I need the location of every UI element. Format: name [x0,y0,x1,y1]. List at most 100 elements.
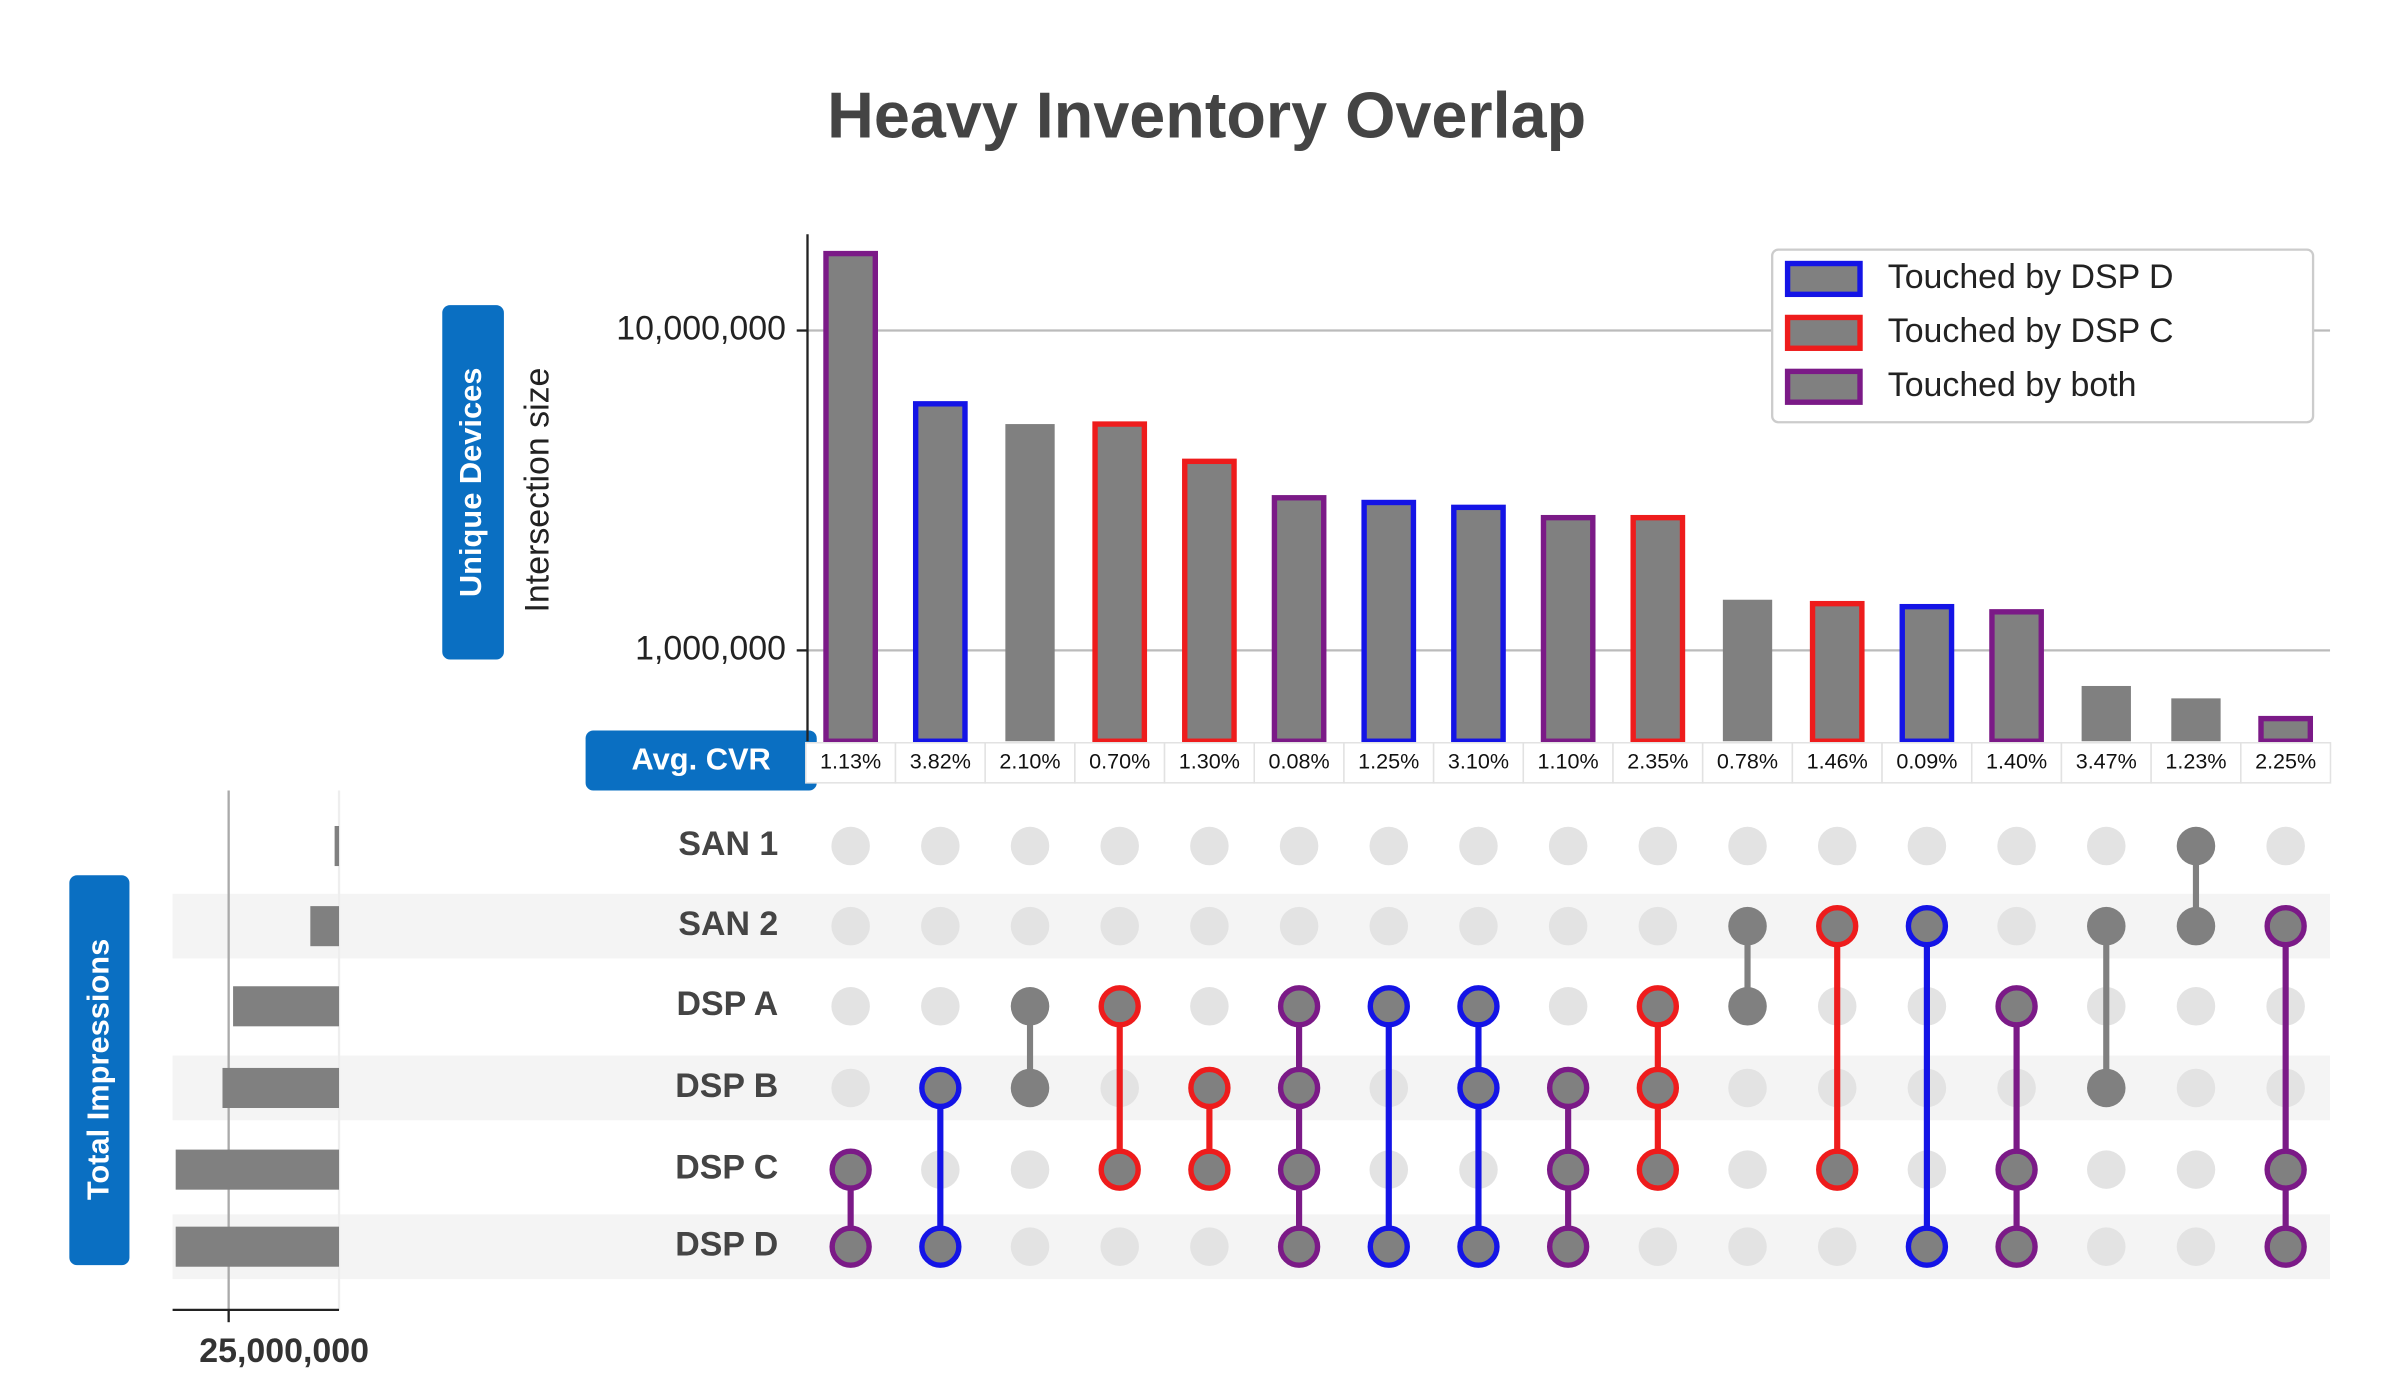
inactive-dot [1548,906,1588,946]
badge [69,875,130,1266]
row-stripe [172,893,2331,959]
bar [2171,698,2221,742]
cvr-cell [1970,742,2063,784]
set-size-bar [233,986,340,1027]
inactive-dot [1010,826,1050,866]
cvr-label: 2.10% [999,749,1060,774]
inactive-dot [2087,826,2126,866]
y-tick-label: 10,000,000 [616,309,786,347]
set-label: DSP C [675,1149,778,1187]
set-label: DSP D [675,1226,778,1264]
inactive-dot [1817,1227,1857,1266]
active-dot [1277,1148,1321,1191]
active-dot [1367,985,1410,1028]
cvr-label: 3.82% [910,749,971,774]
inactive-dot [921,906,960,946]
inactive-dot [1728,1068,1767,1108]
inactive-dot [2176,987,2216,1026]
cvr-cell [1253,742,1345,784]
legend-swatch [1784,368,1863,405]
cvr-label: 0.70% [1089,749,1150,774]
inactive-dot [1190,1227,1229,1266]
chart-title: Heavy Inventory Overlap [827,78,1586,151]
x-tick-label: 25,000,000 [199,1332,369,1370]
inactive-dot [1279,906,1319,946]
cvr-label: 1.30% [1179,749,1240,774]
cvr-cell [894,742,986,784]
active-dot [1728,987,1767,1026]
active-dot [829,1225,872,1268]
active-dot [1636,985,1680,1028]
active-dot [2264,904,2307,948]
row-stripe [172,1214,2331,1280]
active-dot [1098,985,1141,1028]
bar [912,401,968,744]
active-dot [2176,826,2216,866]
bar [1182,458,1237,744]
active-dot [1010,1068,1050,1108]
active-dot [1546,1066,1590,1110]
inactive-dot [1100,1227,1139,1266]
active-dot [1457,1066,1500,1110]
inactive-dot [1369,826,1409,866]
cvr-label: 1.13% [820,749,881,774]
set-size-bar [222,1067,340,1108]
active-dot [2087,906,2126,946]
row-stripe [172,1055,2331,1121]
inactive-dot [1459,826,1498,866]
inactive-dot [1190,987,1229,1026]
set-size-bar [175,1226,340,1267]
cvr-cell [984,742,1076,784]
inactive-dot [1728,1150,1767,1189]
badge [442,305,504,660]
active-dot [1636,1066,1680,1110]
bar [1630,514,1686,744]
set-size-bar [175,1149,340,1190]
active-dot [1188,1148,1231,1191]
inactive-dot [2087,1150,2126,1189]
inactive-dot [831,826,870,866]
cvr-cell [2060,742,2152,784]
bar [1451,504,1506,744]
cvr-cell [1343,742,1435,784]
active-dot [1457,985,1500,1028]
inactive-dot [2176,1227,2216,1266]
inactive-dot [1548,987,1588,1026]
active-dot [1636,1148,1680,1191]
badge [585,730,817,791]
set-label: DSP B [675,1067,778,1105]
inactive-dot [1638,1227,1678,1266]
active-dot [1277,1066,1321,1110]
cvr-label: 3.10% [1448,749,1509,774]
legend-swatch [1784,314,1863,351]
cvr-label: 2.25% [2255,749,2316,774]
inactive-dot [1010,906,1050,946]
bar [1271,495,1327,744]
active-dot [1277,1225,1321,1268]
bar [1722,599,1773,742]
active-dot [1995,1148,2038,1191]
bar [1361,499,1417,744]
inactive-dot [1010,1150,1050,1189]
active-dot [1995,985,2038,1028]
cvr-label: 0.08% [1269,749,1330,774]
set-label: SAN 1 [678,825,778,863]
inactive-dot [1100,826,1139,866]
active-dot [1188,1066,1231,1110]
inactive-dot [2176,1150,2216,1189]
cvr-cell [1522,742,1614,784]
inactive-dot [1369,906,1409,946]
cvr-cell [1701,742,1794,784]
cvr-cell [805,742,897,784]
inactive-dot [1997,906,2036,946]
inactive-dot [1279,826,1319,866]
cvr-cell [1163,742,1256,784]
cvr-label: 3.47% [2076,749,2137,774]
cvr-cell [1612,742,1704,784]
active-dot [1010,987,1050,1026]
legend-label: Touched by DSP C [1888,312,2174,350]
active-dot [1277,985,1321,1028]
inactive-dot [921,826,960,866]
y-tick-label: 1,000,000 [635,629,786,667]
